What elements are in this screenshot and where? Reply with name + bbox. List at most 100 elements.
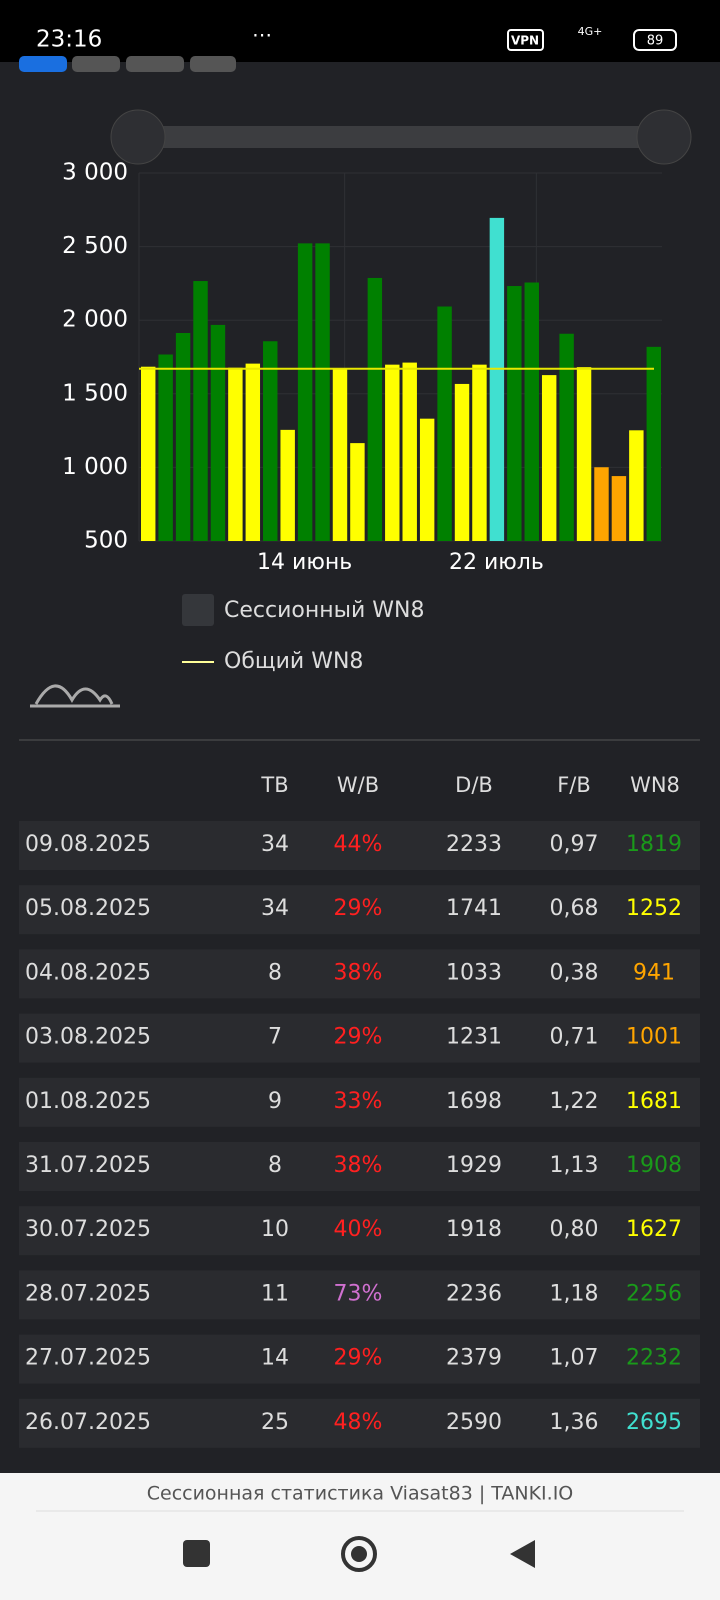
column-header: ТВ: [260, 773, 288, 797]
bar: [228, 367, 243, 541]
cell: 2379: [446, 1346, 502, 1371]
logo-icon[interactable]: [30, 684, 120, 708]
tab[interactable]: [190, 56, 236, 72]
cell: 11: [261, 1281, 289, 1306]
cell: 941: [633, 960, 675, 985]
bar: [158, 354, 173, 541]
chart: 500 1 000 1 500 2 000 2 500 3 000 14 июнь 22 ию…: [62, 160, 662, 575]
y-tick-label: 1 000: [62, 454, 128, 480]
date: 30.07.2025: [25, 1217, 151, 1242]
range-slider[interactable]: [130, 126, 680, 148]
cell: 38%: [334, 1153, 383, 1178]
table: ТВ W/B D/B F/B WN8 09.08.2025 34 44% 2233 0,97 181…: [19, 773, 700, 1448]
bar: [472, 364, 487, 541]
cell: 48%: [334, 1410, 383, 1435]
table-row: [19, 821, 700, 870]
bar: [419, 418, 435, 541]
nav-home-dot: [351, 1546, 367, 1562]
table-row: [19, 1013, 700, 1063]
tab[interactable]: [19, 56, 67, 72]
cell: 0,97: [550, 832, 599, 857]
cell: 1681: [626, 1089, 682, 1114]
y-tick-label: 500: [84, 528, 128, 554]
y-tick-label: 2 000: [62, 307, 128, 333]
date: 26.07.2025: [25, 1410, 151, 1435]
table-row: [19, 1206, 700, 1256]
date: 05.08.2025: [25, 896, 151, 921]
bar: [210, 324, 226, 541]
date: 28.07.2025: [25, 1281, 151, 1306]
bar: [263, 341, 278, 541]
cell: 34: [261, 832, 289, 857]
cell: 9: [268, 1089, 282, 1114]
cell: 34: [261, 896, 289, 921]
bar: [629, 430, 644, 541]
bar: [385, 364, 400, 541]
cell: 0,38: [550, 960, 599, 985]
cell: 73%: [334, 1281, 383, 1306]
legend-swatch: [182, 594, 214, 626]
bar: [175, 333, 191, 541]
date: 04.08.2025: [25, 960, 151, 985]
vpn-box: [507, 29, 544, 51]
slider-handle[interactable]: [110, 109, 166, 165]
cell: 7: [268, 1025, 282, 1050]
bar: [280, 429, 295, 541]
tab[interactable]: [72, 56, 120, 72]
table-row: [19, 1142, 700, 1191]
cell: 14: [261, 1346, 289, 1371]
bar: [350, 443, 365, 541]
cell: 2695: [626, 1410, 682, 1435]
bar: [367, 277, 383, 541]
cell: 29%: [334, 896, 383, 921]
cell: 10: [261, 1217, 289, 1242]
column-header: WN8: [630, 773, 680, 797]
cell: 1819: [626, 832, 682, 857]
column-header: F/B: [557, 773, 591, 797]
bar: [594, 467, 609, 541]
date: 27.07.2025: [25, 1346, 151, 1371]
cell: 1,22: [550, 1089, 599, 1114]
cell: 1231: [446, 1025, 502, 1050]
cell: 1252: [626, 896, 682, 921]
cell: 2233: [446, 832, 502, 857]
nav-back[interactable]: [510, 1540, 535, 1568]
date: 03.08.2025: [25, 1025, 151, 1050]
cell: 1698: [446, 1089, 502, 1114]
cell: 8: [268, 960, 282, 985]
battery: 89: [647, 34, 664, 49]
column-header: D/B: [455, 773, 493, 797]
nav-home[interactable]: [341, 1536, 377, 1572]
bar: [576, 367, 592, 541]
cell: 40%: [334, 1217, 383, 1242]
footer-title: Сессионная статистика Viasat83 | TANKI.I…: [147, 1483, 574, 1505]
bar: [541, 375, 557, 541]
bar: [297, 243, 313, 541]
cell: 29%: [334, 1025, 383, 1050]
legend-label: Сессионный WN8: [224, 598, 424, 623]
slider-handle[interactable]: [636, 109, 692, 165]
cell: 0,68: [550, 896, 599, 921]
bar: [402, 362, 417, 541]
cell: 0,71: [550, 1025, 599, 1050]
tab[interactable]: [126, 56, 184, 72]
cell: 1741: [446, 896, 502, 921]
cell: 2236: [446, 1281, 502, 1306]
bar: [646, 346, 661, 541]
cell: 1908: [626, 1153, 682, 1178]
cell: 1033: [446, 960, 502, 985]
x-tick-label: 14 июнь: [257, 550, 352, 575]
cell: 1918: [446, 1217, 502, 1242]
status-more: ⋯: [252, 23, 272, 47]
network: 4G+: [578, 25, 603, 38]
bar: [141, 366, 156, 541]
cell: 29%: [334, 1346, 383, 1371]
table-row: [19, 1270, 700, 1320]
bar: [332, 368, 348, 541]
cell: 1,07: [550, 1346, 599, 1371]
vpn: VPN: [511, 34, 539, 48]
column-header: W/B: [337, 773, 379, 797]
cell: 1001: [626, 1025, 682, 1050]
nav-recents[interactable]: [183, 1540, 210, 1567]
cell: 33%: [334, 1089, 383, 1114]
